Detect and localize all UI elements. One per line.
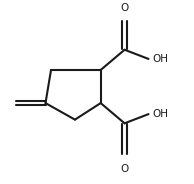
Text: OH: OH [152,54,168,64]
Text: O: O [120,164,129,174]
Text: OH: OH [152,109,168,119]
Text: O: O [120,3,129,13]
